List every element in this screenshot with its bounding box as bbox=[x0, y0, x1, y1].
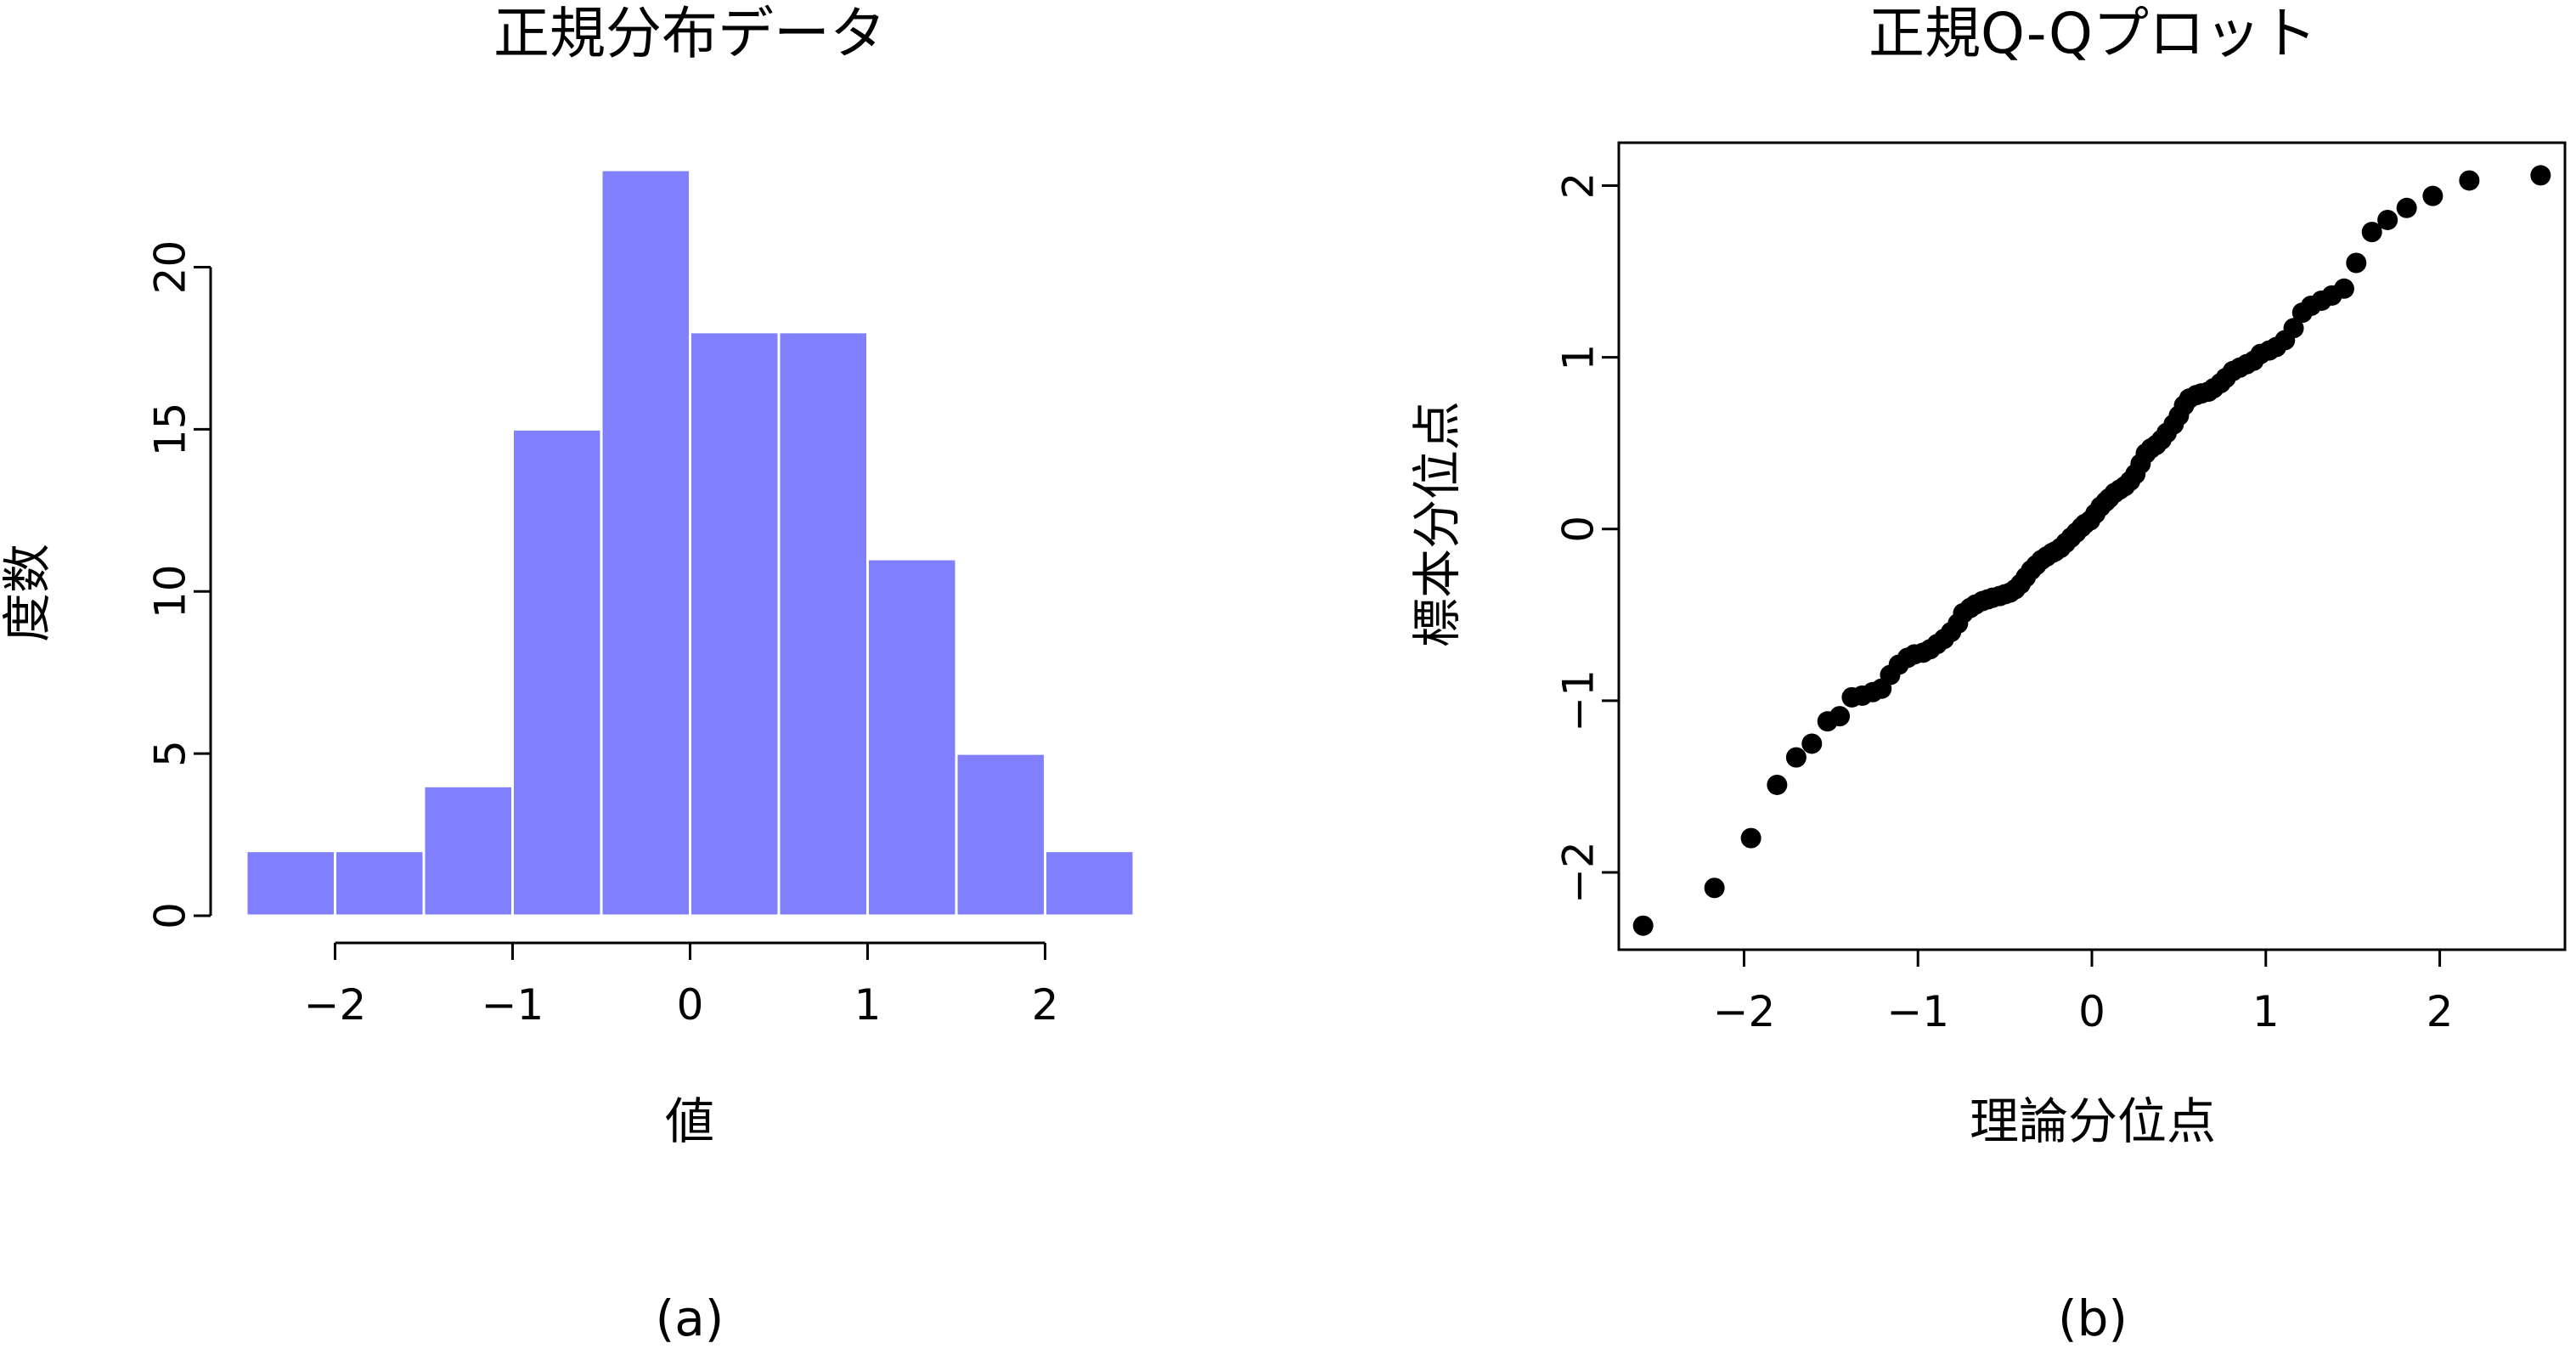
histogram-panel: 正規分布データ 0 5 10 15 20 −2 −1 0 1 2 値 度数 (a) bbox=[0, 1, 1136, 1347]
histogram-y-tick-label: 15 bbox=[146, 403, 195, 457]
qq-point bbox=[1829, 706, 1851, 727]
histogram-x-tick-label: 0 bbox=[677, 980, 704, 1030]
histogram-y-tick-label: 5 bbox=[146, 740, 195, 767]
qq-point bbox=[1785, 747, 1807, 768]
qq-x-tick-label: −1 bbox=[1886, 987, 1949, 1036]
histogram-x-tick-label: −2 bbox=[304, 980, 367, 1030]
histogram-x-tick-label: 1 bbox=[854, 980, 882, 1030]
histogram-title: 正規分布データ bbox=[493, 1, 886, 66]
qq-point bbox=[2422, 185, 2444, 206]
histogram-y-axis-title: 度数 bbox=[0, 544, 56, 642]
histogram-y-ticks: 0 5 10 15 20 bbox=[146, 240, 211, 929]
qq-point bbox=[1704, 878, 1725, 899]
qq-point bbox=[1767, 774, 1788, 795]
caption-a: (a) bbox=[656, 1289, 724, 1347]
qq-point bbox=[2459, 170, 2480, 191]
histogram-bar bbox=[955, 752, 1046, 917]
qq-x-tick-label: −2 bbox=[1713, 987, 1776, 1036]
caption-b: (b) bbox=[2058, 1289, 2128, 1347]
histogram-y-tick-label: 0 bbox=[146, 902, 195, 929]
qq-x-tick-label: 1 bbox=[2252, 987, 2280, 1036]
qq-point bbox=[1740, 827, 1761, 849]
qq-plot-title: 正規Q-Qプロット bbox=[1869, 1, 2317, 66]
qq-x-tick-label: 2 bbox=[2427, 987, 2454, 1036]
qq-point bbox=[2333, 278, 2354, 299]
qq-y-tick-label: 2 bbox=[1554, 172, 1604, 200]
histogram-bar bbox=[1044, 849, 1136, 917]
qq-plot-frame bbox=[1617, 141, 2567, 951]
qq-y-tick-label: −2 bbox=[1554, 841, 1604, 904]
histogram-bars bbox=[245, 168, 1136, 917]
qq-y-axis-title: 標本分位点 bbox=[1408, 401, 1466, 647]
histogram-y-tick-label: 10 bbox=[146, 564, 195, 618]
qq-x-tick-label: 0 bbox=[2078, 987, 2105, 1036]
histogram-bar bbox=[334, 849, 426, 917]
histogram-y-tick-label: 20 bbox=[146, 240, 195, 295]
qq-point bbox=[1632, 915, 1654, 936]
qq-y-tick-label: 0 bbox=[1554, 516, 1604, 543]
qq-point bbox=[2346, 252, 2367, 274]
qq-plot-panel: 正規Q-Qプロット −2 −1 0 1 2 −2 −1 0 1 2 理論分位点 標本分位点 (b… bbox=[1408, 1, 2567, 1347]
qq-x-axis-title: 理論分位点 bbox=[1970, 1092, 2216, 1150]
histogram-x-tick-label: −1 bbox=[482, 980, 544, 1030]
histogram-bar bbox=[777, 330, 869, 917]
histogram-x-axis-title: 値 bbox=[665, 1092, 714, 1150]
qq-y-tick-label: −1 bbox=[1554, 669, 1604, 732]
qq-y-tick-label: 1 bbox=[1554, 344, 1604, 371]
qq-point bbox=[2377, 209, 2398, 230]
qq-x-ticks: −2 −1 0 1 2 bbox=[1713, 950, 2454, 1036]
qq-y-ticks: −2 −1 0 1 2 bbox=[1554, 172, 1619, 904]
histogram-x-tick-label: 2 bbox=[1032, 980, 1059, 1030]
qq-point bbox=[2396, 197, 2417, 218]
histogram-bar bbox=[511, 427, 603, 917]
histogram-bar bbox=[689, 330, 781, 917]
qq-point bbox=[2283, 318, 2304, 339]
histogram-bar bbox=[866, 557, 958, 917]
qq-point bbox=[1801, 733, 1823, 754]
histogram-x-ticks: −2 −1 0 1 2 bbox=[304, 943, 1059, 1030]
qq-point bbox=[2530, 165, 2551, 186]
histogram-bar bbox=[245, 849, 336, 917]
qq-point bbox=[2361, 222, 2382, 243]
histogram-bar bbox=[600, 168, 691, 917]
qq-points bbox=[1632, 165, 2551, 936]
histogram-bar bbox=[422, 784, 514, 917]
